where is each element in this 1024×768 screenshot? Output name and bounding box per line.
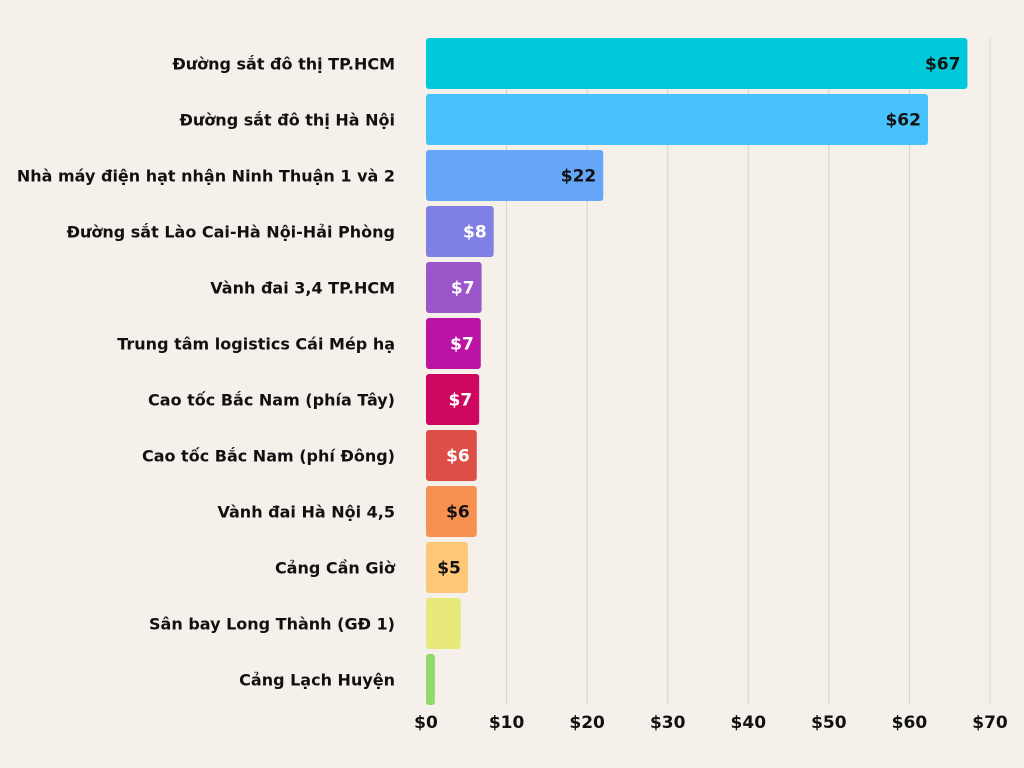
category-label: Cao tốc Bắc Nam (phí Đông) xyxy=(142,447,395,466)
category-label: Nhà máy điện hạt nhận Ninh Thuận 1 và 2 xyxy=(17,167,395,186)
bar xyxy=(426,38,968,89)
data-label: $7 xyxy=(450,335,474,355)
category-label: Đường sắt Lào Cai-Hà Nội-Hải Phòng xyxy=(67,223,395,242)
bar xyxy=(426,486,477,537)
category-label: Cảng Cần Giờ xyxy=(275,559,396,578)
category-labels: Đường sắt đô thị TP.HCM Đường sắt đô thị … xyxy=(17,55,396,690)
bar xyxy=(426,94,928,145)
data-label: $22 xyxy=(561,167,597,187)
bar xyxy=(426,542,468,593)
bar xyxy=(426,318,481,369)
bar xyxy=(426,262,482,313)
data-label: $6 xyxy=(446,503,470,523)
category-label: Vành đai 3,4 TP.HCM xyxy=(210,279,395,298)
data-label: $62 xyxy=(885,111,921,131)
data-label: $7 xyxy=(451,279,475,299)
bars xyxy=(426,38,968,705)
x-tick-label: $10 xyxy=(489,713,525,733)
x-tick-label: $40 xyxy=(731,713,767,733)
x-tick-label: $0 xyxy=(414,713,438,733)
grid-lines xyxy=(506,38,991,704)
category-label: Trung tâm logistics Cái Mép hạ xyxy=(117,335,395,354)
x-tick-label: $60 xyxy=(892,713,928,733)
bar xyxy=(426,598,461,649)
value-labels: $67 $62 $22 $8 $7 $7 $7 $6 $6 $5 xyxy=(437,55,960,579)
data-label: $6 xyxy=(446,447,470,467)
data-label: $67 xyxy=(925,55,961,75)
bar xyxy=(426,150,604,201)
category-label: Vành đai Hà Nội 4,5 xyxy=(218,503,396,522)
category-label: Đường sắt đô thị TP.HCM xyxy=(172,55,395,74)
x-tick-label: $50 xyxy=(811,713,847,733)
bar xyxy=(426,206,494,257)
category-label: Đường sắt đô thị Hà Nội xyxy=(180,111,395,130)
bar xyxy=(426,430,477,481)
bar xyxy=(426,374,480,425)
x-tick-label: $30 xyxy=(650,713,686,733)
bar xyxy=(426,654,435,705)
x-tick-label: $20 xyxy=(569,713,605,733)
category-label: Sân bay Long Thành (GĐ 1) xyxy=(149,615,395,634)
category-label: Cảng Lạch Huyện xyxy=(239,671,395,690)
data-label: $7 xyxy=(449,391,473,411)
data-label: $5 xyxy=(437,559,461,579)
category-label: Cao tốc Bắc Nam (phía Tây) xyxy=(148,391,395,410)
x-tick-label: $70 xyxy=(972,713,1008,733)
data-label: $8 xyxy=(463,223,487,243)
x-axis-ticks: $0 $10 $20 $30 $40 $50 $60 $70 xyxy=(414,713,1008,733)
